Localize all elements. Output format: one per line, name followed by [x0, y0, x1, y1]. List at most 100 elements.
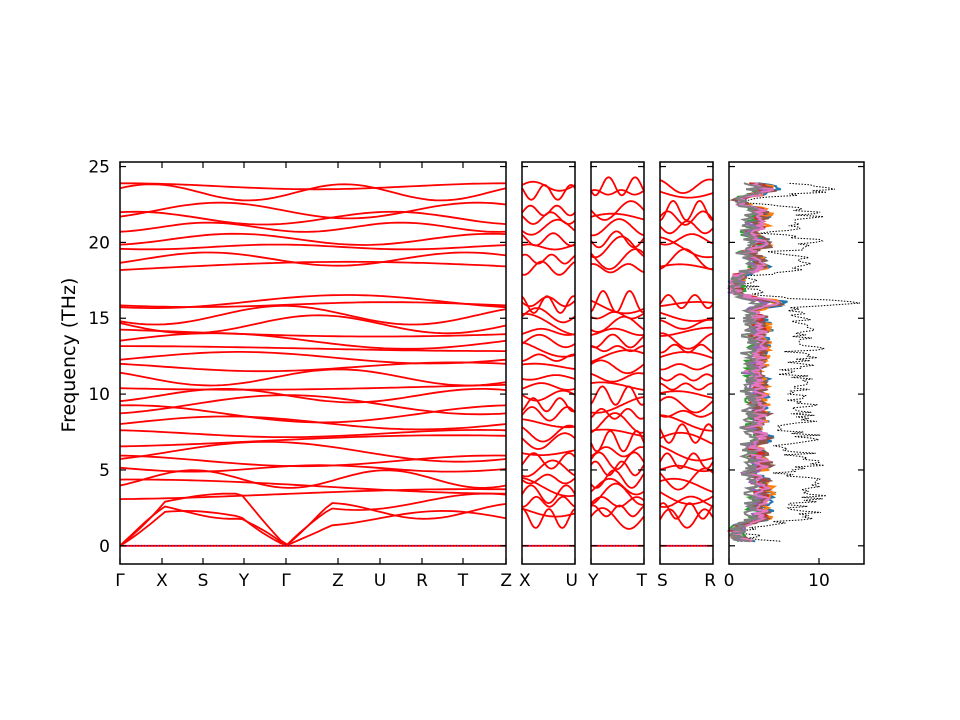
band-line	[659, 444, 714, 462]
high-symmetry-point-label: U	[374, 571, 386, 591]
band-line	[521, 459, 576, 478]
band-line	[521, 327, 576, 336]
band-panel-3	[590, 176, 645, 547]
y-tick-label: 5	[99, 461, 110, 481]
band-line	[119, 440, 507, 463]
high-symmetry-point-label: X	[156, 571, 168, 591]
band-line	[590, 385, 645, 406]
band-line	[659, 199, 714, 222]
band-panel-frame	[521, 161, 576, 565]
band-line	[659, 502, 714, 520]
band-line	[119, 251, 507, 267]
high-symmetry-point-label: Y	[587, 571, 599, 591]
band-line	[521, 333, 576, 349]
band-line	[590, 408, 645, 420]
band-line	[659, 326, 713, 337]
band-line	[659, 301, 714, 308]
band-line	[659, 210, 714, 226]
band-line	[521, 476, 576, 497]
dos-panel-frame	[728, 161, 865, 565]
band-line	[590, 469, 645, 489]
band-line	[659, 190, 714, 199]
high-symmetry-point-label: Γ	[281, 571, 291, 591]
total-dos-curve	[729, 182, 861, 542]
band-line	[521, 424, 576, 443]
band-line	[521, 232, 576, 247]
band-line	[521, 180, 576, 192]
band-panel-frame	[119, 161, 507, 565]
band-panel-1	[119, 182, 507, 547]
band-line	[119, 434, 507, 448]
band-line	[659, 220, 714, 235]
band-line	[521, 296, 576, 308]
band-line	[119, 232, 507, 246]
band-line	[521, 253, 576, 265]
band-line	[119, 368, 507, 387]
band-line	[590, 412, 645, 434]
band-line	[659, 395, 714, 414]
band-line	[119, 428, 507, 438]
band-line	[521, 312, 576, 336]
band-line	[590, 477, 645, 496]
y-tick-label: 15	[88, 309, 110, 329]
partial-dos-curve	[727, 182, 781, 542]
band-line	[590, 315, 645, 333]
band-line	[659, 373, 714, 382]
band-line	[590, 230, 645, 249]
panel-frames	[119, 161, 865, 565]
high-symmetry-point-label: S	[198, 571, 209, 591]
band-line	[659, 431, 714, 445]
band-line	[590, 482, 645, 506]
band-line	[659, 491, 714, 505]
band-line	[590, 507, 645, 530]
band-line	[521, 382, 576, 391]
band-line	[590, 451, 645, 471]
band-line	[119, 260, 507, 271]
band-line	[659, 311, 714, 322]
band-line	[591, 345, 644, 353]
dos-x-tick-label: 10	[808, 571, 830, 591]
band-line	[590, 212, 645, 221]
band-line	[119, 469, 507, 489]
band-line	[521, 495, 576, 508]
partial-dos-curve	[727, 182, 764, 543]
band-line	[659, 343, 714, 354]
band-line	[119, 394, 507, 416]
band-line	[590, 381, 645, 391]
band-panel-2	[521, 180, 576, 547]
high-symmetry-point-label: R	[416, 571, 428, 591]
band-line	[659, 263, 714, 271]
band-line	[659, 390, 714, 399]
band-line	[659, 452, 714, 470]
dos-x-tick-label: 0	[724, 571, 735, 591]
band-line	[119, 488, 507, 500]
y-axis-label: Frequency (THz)	[58, 278, 80, 433]
band-line	[119, 183, 507, 202]
band-panel-frame	[659, 161, 714, 565]
band-line	[119, 243, 507, 251]
band-line	[590, 263, 645, 274]
band-line	[659, 477, 714, 493]
band-line	[119, 294, 507, 309]
band-line	[521, 389, 576, 402]
band-line	[659, 467, 714, 491]
band-line	[590, 248, 645, 270]
band-line	[521, 362, 576, 370]
band-lines	[119, 176, 714, 547]
band-line	[521, 204, 576, 217]
band-line	[659, 236, 714, 259]
high-symmetry-point-label: R	[704, 571, 716, 591]
band-line	[521, 473, 576, 485]
band-line	[590, 372, 645, 383]
band-line	[119, 201, 507, 220]
band-line	[119, 328, 507, 338]
band-line	[590, 359, 645, 375]
high-symmetry-point-label: Y	[238, 571, 250, 591]
high-symmetry-point-label: U	[566, 571, 578, 591]
band-line	[521, 341, 576, 358]
high-symmetry-point-label: X	[519, 571, 531, 591]
band-line	[119, 210, 507, 226]
high-symmetry-point-label: Γ	[115, 571, 125, 591]
band-line	[659, 363, 714, 371]
